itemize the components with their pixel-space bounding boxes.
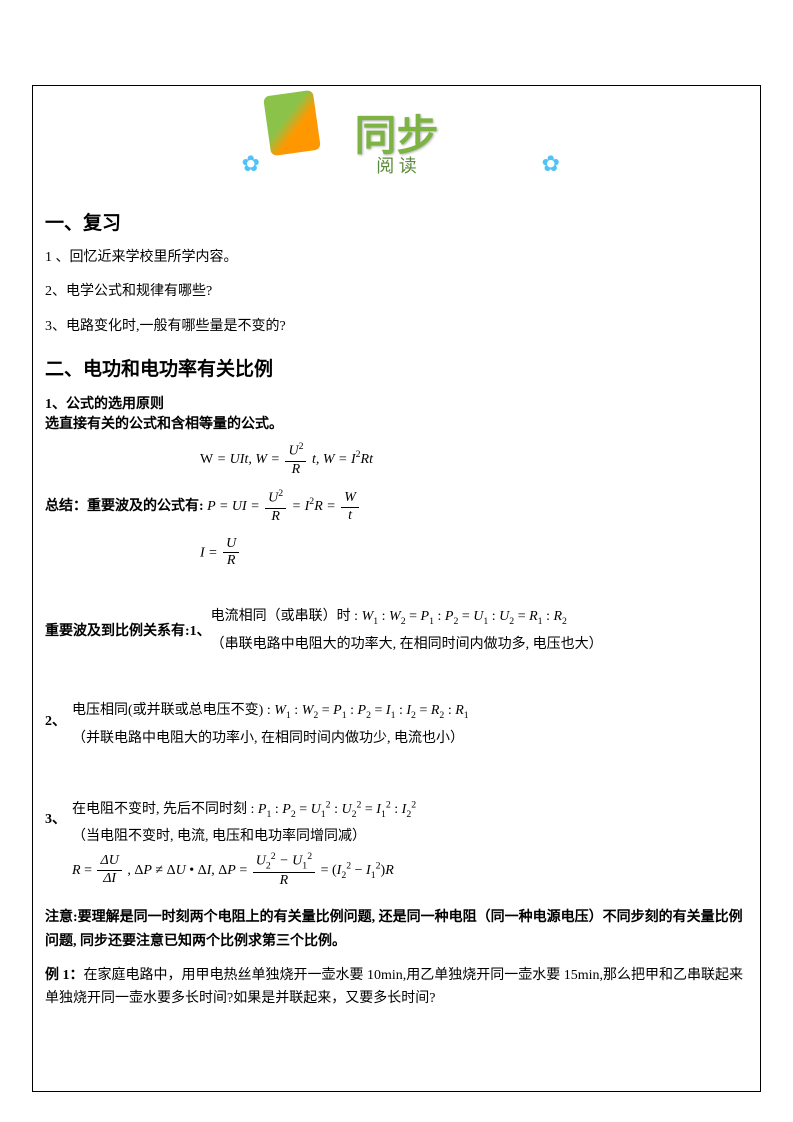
relation3-formula: R = ΔUΔI , ΔP ≠ ΔU • ΔI, ΔP = U22 − U12R…: [72, 863, 394, 878]
relation2-num: 2、: [45, 710, 66, 730]
relation3-block: 3、 在电阻不变时, 先后不同时刻 : P1 : P2 = U12 : U22 …: [45, 796, 748, 890]
banner-title: 同步: [354, 102, 438, 163]
summary-row: 总结：重要波及的公式有: P = UI = U2R = I2R = Wt: [45, 488, 748, 525]
relation2-block: 2、 电压相同(或并联或总电压不变) : W1 : W2 = P1 : P2 =…: [45, 698, 748, 752]
relation3-line1: 在电阻不变时, 先后不同时刻 : P1 : P2 = U12 : U22 = I…: [72, 802, 416, 817]
relation3-line2: （当电阻不变时, 电流, 电压和电功率同增同减）: [72, 829, 366, 844]
example-text: 在家庭电路中，用甲电热丝单独烧开一壶水要 10min,用乙单独烧开同一壶水要 1…: [45, 968, 743, 1007]
review-item: 2、电学公式和规律有哪些?: [45, 281, 748, 303]
example-1: 例 1：在家庭电路中，用甲电热丝单独烧开一壶水要 10min,用乙单独烧开同一壶…: [45, 964, 748, 1012]
sub1-desc: 选直接有关的公式和含相等量的公式。: [45, 413, 748, 433]
section1-heading: 一、复习: [45, 208, 748, 235]
review-item: 3、电路变化时,一般有哪些量是不变的?: [45, 316, 748, 338]
relation-label: 重要波及到比例关系有:1、: [45, 619, 211, 644]
page-frame: 同步 阅 读 一、复习 1 、回忆近来学校里所学内容。 2、电学公式和规律有哪些…: [32, 85, 761, 1092]
relation2-line2: （并联电路中电阻大的功率小, 在相同时间内做功少, 电流也小）: [72, 731, 464, 746]
relation2-line1: 电压相同(或并联或总电压不变) : W1 : W2 = P1 : P2 = I1…: [72, 703, 469, 718]
example-label: 例 1：: [45, 968, 84, 983]
note-block: 注意:要理解是同一时刻两个电阻上的有关量比例问题, 还是同一种电阻（同一种电源电…: [45, 906, 748, 954]
sub1-title: 1、公式的选用原则: [45, 393, 748, 413]
relation1-line1: 电流相同（或串联）时 : W1 : W2 = P1 : P2 = U1 : U2…: [211, 609, 567, 624]
review-item: 1 、回忆近来学校里所学内容。: [45, 247, 748, 269]
content-area: 一、复习 1 、回忆近来学校里所学内容。 2、电学公式和规律有哪些? 3、电路变…: [45, 208, 748, 1011]
summary-label: 总结：重要波及的公式有:: [45, 494, 204, 519]
relation1-line2: （串联电路中电阻大的功率大, 在相同时间内做功多, 电压也大）: [211, 637, 603, 652]
flower-icon: [242, 151, 262, 171]
formula-p: P = UI = U2R = I2R = Wt: [204, 488, 361, 525]
flower-icon: [542, 151, 562, 171]
relation2-content: 电压相同(或并联或总电压不变) : W1 : W2 = P1 : P2 = I1…: [72, 698, 469, 752]
header-banner: 同步 阅 读: [267, 78, 527, 186]
formula-w: W = UIt, W = U2R t, W = I2Rt: [200, 441, 748, 478]
book-icon: [263, 90, 321, 156]
formula-i: I = UR: [200, 536, 748, 571]
section2-heading: 二、电功和电功率有关比例: [45, 354, 748, 381]
relation1-content: 电流相同（或串联）时 : W1 : W2 = P1 : P2 = U1 : U2…: [211, 604, 603, 658]
relation1-row: 重要波及到比例关系有:1、 电流相同（或串联）时 : W1 : W2 = P1 …: [45, 604, 748, 658]
relation3-content: 在电阻不变时, 先后不同时刻 : P1 : P2 = U12 : U22 = I…: [72, 796, 416, 890]
relation3-num: 3、: [45, 808, 66, 828]
